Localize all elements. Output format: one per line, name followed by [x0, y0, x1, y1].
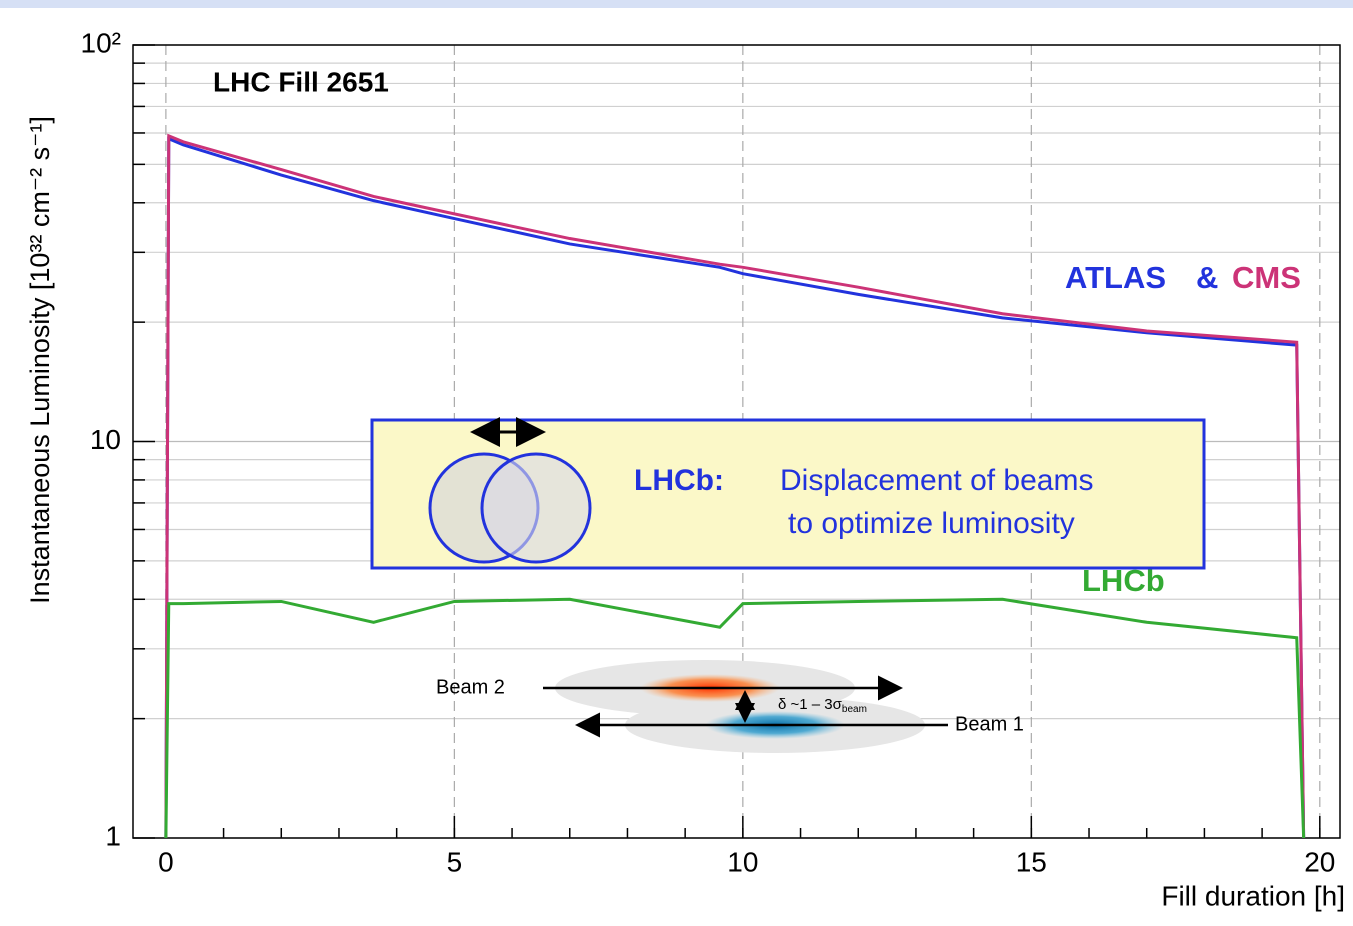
legend-label: ATLAS	[1065, 260, 1166, 295]
x-tick-label: 5	[447, 846, 463, 877]
inset-text: to optimize luminosity	[788, 507, 1075, 540]
x-tick-label: 0	[158, 846, 174, 877]
beam-circle	[480, 452, 592, 564]
beam-label: Beam 1	[955, 713, 1024, 735]
x-tick-label: 10	[727, 846, 758, 877]
inset-label: LHCb:	[634, 464, 724, 497]
beam-label: Beam 2	[436, 676, 505, 698]
beam-diagram: Beam 2 Beam 1 δ ~1 – 3σbeam	[436, 660, 1024, 753]
x-tick-label: 15	[1016, 846, 1047, 877]
legend-joiner: &	[1196, 260, 1218, 295]
series-line	[164, 136, 1306, 839]
y-tick-label: 1	[105, 820, 121, 851]
y-tick-label: 10²	[81, 27, 121, 58]
chart-title: LHC Fill 2651	[213, 66, 389, 97]
x-axis-label: Fill duration [h]	[1161, 880, 1345, 911]
series-line	[164, 597, 1306, 839]
offset-text: δ ~1 – 3σ	[778, 696, 843, 713]
y-axis-label: Instantaneous Luminosity [10³² cm⁻² s⁻¹]	[25, 116, 55, 604]
offset-sub: beam	[842, 704, 867, 715]
top-bar	[0, 0, 1353, 8]
x-tick-label: 20	[1304, 846, 1335, 877]
plot-frame	[132, 44, 1341, 839]
inset: LHCb: Displacement of beams to optimize …	[370, 417, 1206, 570]
inset-text: Displacement of beams	[780, 464, 1093, 497]
legend-label: CMS	[1232, 260, 1301, 295]
offset-label: δ ~1 – 3σbeam	[778, 696, 867, 715]
y-tick-label: 10	[90, 424, 121, 455]
series-line	[164, 133, 1306, 839]
